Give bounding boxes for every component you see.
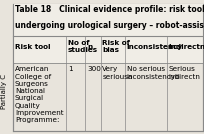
Text: Risk of
bias: Risk of bias: [102, 40, 130, 53]
Text: Serious
indirectn: Serious indirectn: [169, 66, 201, 80]
Text: Inconsistency: Inconsistency: [127, 44, 183, 50]
Text: No of
studies: No of studies: [68, 40, 98, 53]
Text: American
College of
Surgeons
National
Surgical
Quality
Improvement
Programme:: American College of Surgeons National Su…: [15, 66, 63, 123]
Text: Risk tool: Risk tool: [15, 44, 50, 50]
Text: n: n: [87, 44, 92, 50]
Text: No serious
inconsistencyb: No serious inconsistencyb: [127, 66, 181, 80]
Text: undergoing urological surgery – robot-assisted partia: undergoing urological surgery – robot-as…: [15, 21, 204, 30]
Text: Indirectn: Indirectn: [169, 44, 204, 50]
Bar: [13, 4, 203, 36]
Text: 300: 300: [87, 66, 101, 72]
Text: Table 18   Clinical evidence profile: risk tools for pred: Table 18 Clinical evidence profile: risk…: [15, 5, 204, 14]
Text: Very
seriousa: Very seriousa: [102, 66, 133, 80]
Text: 1: 1: [68, 66, 73, 72]
Text: Partially C: Partially C: [1, 74, 8, 109]
Bar: [13, 36, 203, 63]
